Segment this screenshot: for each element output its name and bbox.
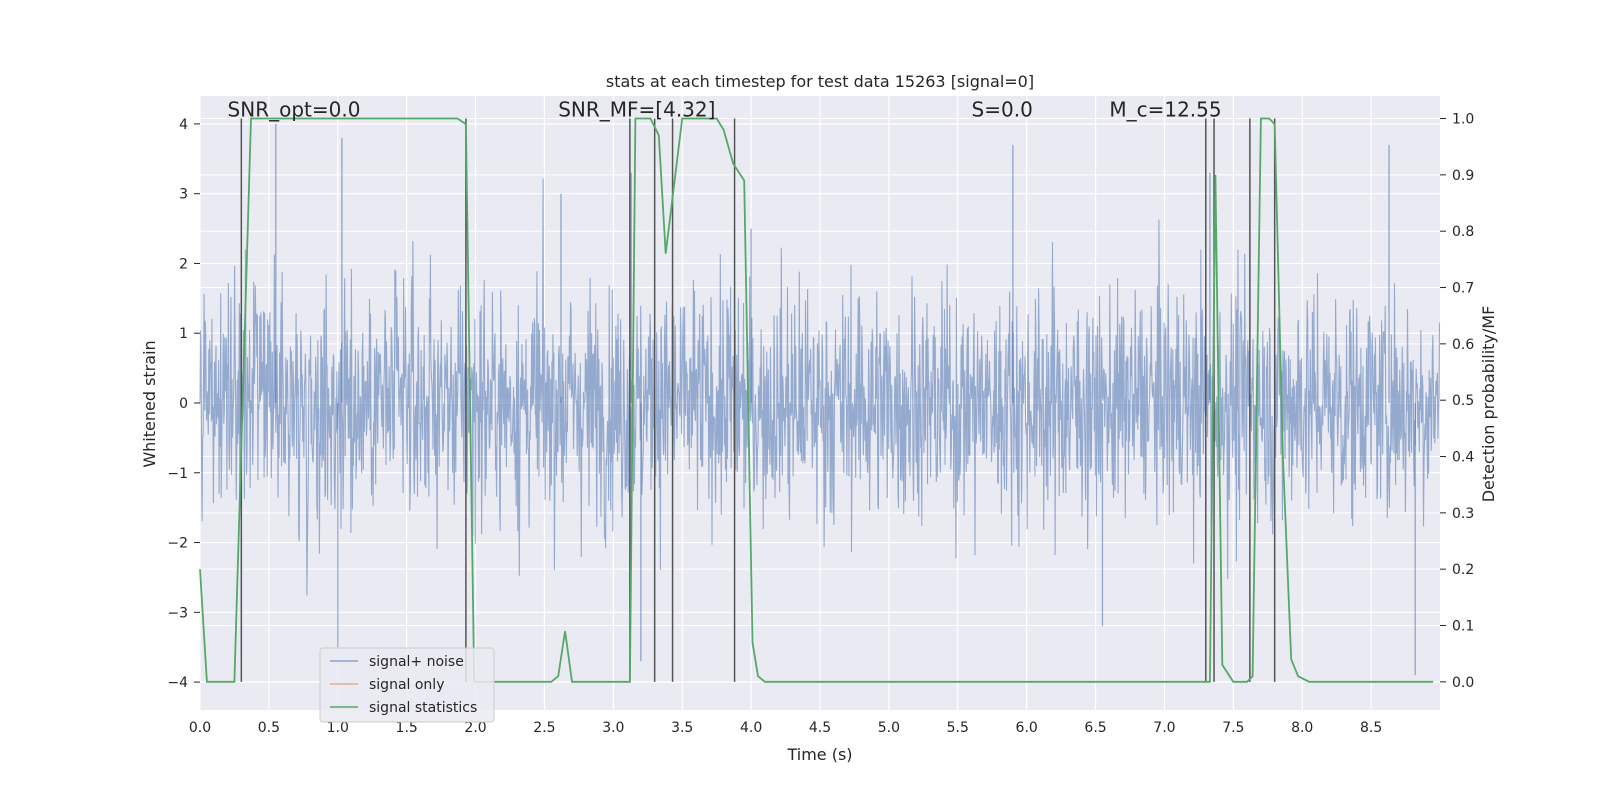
left-tick-label: 0 bbox=[179, 396, 188, 412]
legend-box bbox=[319, 647, 495, 723]
x-tick-label: 2.0 bbox=[464, 720, 486, 736]
statistics-line bbox=[199, 117, 1434, 683]
right-tick-label: 0.2 bbox=[1452, 562, 1474, 578]
x-tick-label: 6.0 bbox=[1016, 720, 1038, 736]
right-tick-label: 0.0 bbox=[1452, 675, 1474, 691]
annotation-3: M_c=12.55 bbox=[1109, 98, 1221, 122]
annotation-0: SNR_opt=0.0 bbox=[228, 98, 361, 122]
legend-label-noise: signal+ noise bbox=[369, 654, 464, 670]
x-axis: 0.0 0.5 1.0 1.5 2.0 2.5 3.0 3.5 4.0 4.5 5.0 5.5 6.0 6… bbox=[189, 720, 1382, 736]
left-tick-label: 2 bbox=[179, 256, 188, 272]
chart-title: stats at each timestep for test data 152… bbox=[606, 72, 1034, 91]
left-tick-label: 1 bbox=[179, 326, 188, 342]
x-tick-label: 7.0 bbox=[1153, 720, 1175, 736]
x-tick-label: 1.5 bbox=[396, 720, 418, 736]
right-tick-label: 0.5 bbox=[1452, 393, 1474, 409]
left-tick-label: 4 bbox=[179, 117, 188, 133]
x-tick-label: 8.5 bbox=[1360, 720, 1382, 736]
x-tick-label: 7.5 bbox=[1222, 720, 1244, 736]
right-tick-label: 0.1 bbox=[1452, 619, 1474, 635]
right-tick-label: 0.4 bbox=[1452, 450, 1474, 466]
annotations: SNR_opt=0.0 SNR_MF=[4.32] S=0.0 M_c=12.55 bbox=[228, 98, 1222, 122]
x-tick-label: 3.0 bbox=[602, 720, 624, 736]
left-tick-label: 3 bbox=[179, 187, 188, 203]
annotation-2: S=0.0 bbox=[972, 98, 1033, 122]
x-tick-label: 5.5 bbox=[947, 720, 969, 736]
event-lines bbox=[240, 118, 1276, 682]
right-tick-label: 0.3 bbox=[1452, 506, 1474, 522]
x-tick-label: 4.5 bbox=[809, 720, 831, 736]
x-axis-label: Time (s) bbox=[786, 745, 852, 764]
right-tick-label: 0.8 bbox=[1452, 224, 1474, 240]
noise-line bbox=[199, 178, 1441, 596]
left-y-axis-label: Whitened strain bbox=[140, 340, 159, 467]
statistics-trace bbox=[199, 117, 1434, 683]
legend: signal+ noise signal only signal statist… bbox=[319, 647, 495, 723]
left-tick-label: −1 bbox=[167, 466, 188, 482]
right-tick-label: 1.0 bbox=[1452, 112, 1474, 128]
right-tick-label: 0.7 bbox=[1452, 281, 1474, 297]
x-tick-label: 1.0 bbox=[327, 720, 349, 736]
left-tick-label: −4 bbox=[167, 675, 188, 691]
x-tick-label: 2.5 bbox=[533, 720, 555, 736]
right-tick-label: 0.9 bbox=[1452, 168, 1474, 184]
x-tick-label: 6.5 bbox=[1084, 720, 1106, 736]
x-tick-label: 5.0 bbox=[878, 720, 900, 736]
annotation-1: SNR_MF=[4.32] bbox=[558, 98, 715, 122]
x-tick-label: 3.5 bbox=[671, 720, 693, 736]
right-y-axis: 0.0 0.1 0.2 0.3 0.4 0.5 0.6 0.7 0.8 0.9 1.0 bbox=[1440, 112, 1474, 691]
x-tick-label: 0.0 bbox=[189, 720, 211, 736]
right-y-axis-label: Detection probability/MF bbox=[1479, 306, 1498, 503]
x-tick-label: 0.5 bbox=[258, 720, 280, 736]
left-y-axis: −4 −3 −2 −1 0 1 2 3 4 bbox=[167, 117, 200, 691]
x-tick-label: 8.0 bbox=[1291, 720, 1313, 736]
legend-label-signal: signal only bbox=[369, 677, 444, 693]
legend-label-stats: signal statistics bbox=[369, 700, 477, 716]
x-tick-label: 4.0 bbox=[740, 720, 762, 736]
right-tick-label: 0.6 bbox=[1452, 337, 1474, 353]
left-tick-label: −2 bbox=[167, 536, 188, 552]
left-tick-label: −3 bbox=[167, 605, 188, 621]
